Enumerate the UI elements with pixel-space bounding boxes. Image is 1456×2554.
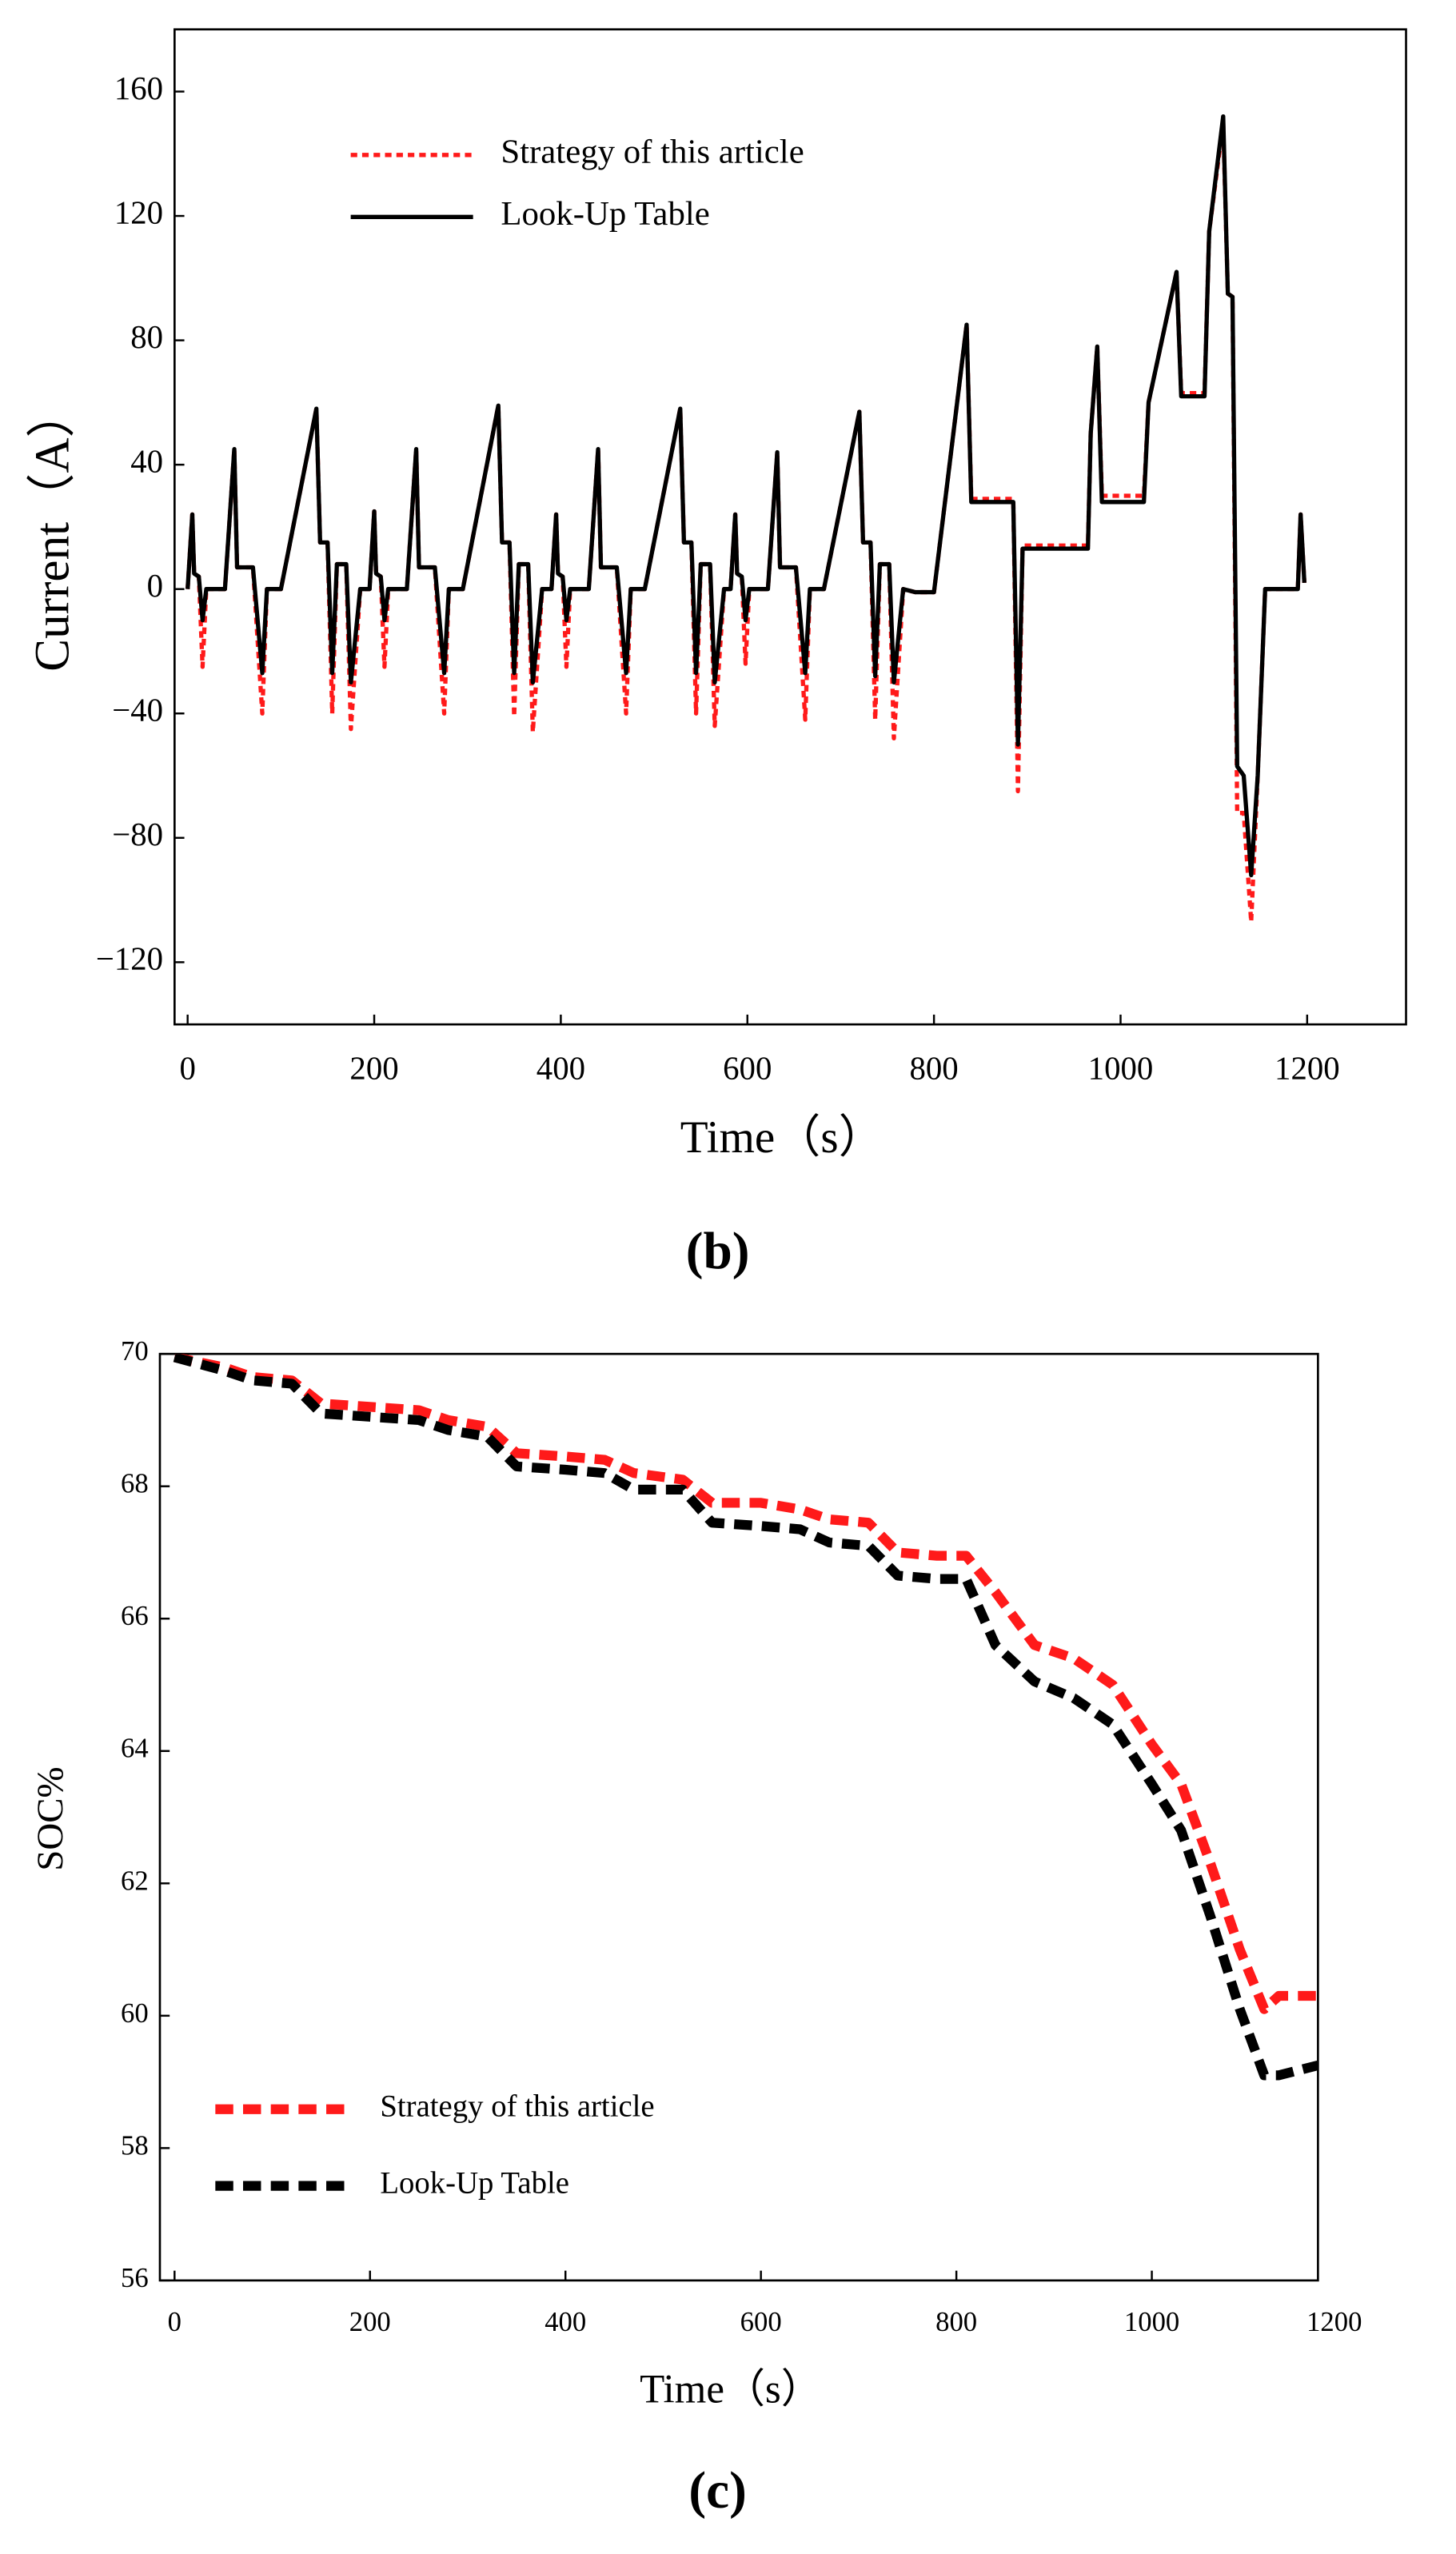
x-tick-label: 600 [723, 1051, 772, 1087]
x-axis-title: Time（s） [680, 1112, 884, 1163]
panel-label: (c) [688, 2462, 746, 2520]
x-tick-label: 400 [537, 1051, 585, 1087]
x-tick-label: 1200 [1306, 2307, 1362, 2337]
y-tick-label: 70 [121, 1336, 149, 1367]
x-tick-label: 0 [168, 2307, 182, 2337]
legend-label: Look-Up Table [380, 2165, 569, 2200]
x-tick-label: 600 [740, 2307, 782, 2337]
y-tick-label: −40 [112, 692, 163, 728]
y-tick-label: 160 [114, 70, 163, 106]
y-tick-label: 40 [130, 443, 163, 479]
y-tick-label: 58 [121, 2130, 149, 2161]
y-tick-label: 62 [121, 1866, 149, 1896]
legend-label: Strategy of this article [501, 134, 804, 171]
y-tick-label: 80 [130, 319, 163, 355]
x-tick-label: 800 [935, 2307, 977, 2337]
y-axis-title: Current（A） [26, 389, 80, 671]
x-tick-label: 1200 [1274, 1051, 1340, 1087]
legend-label: Look-Up Table [501, 195, 709, 233]
legend-label: Strategy of this article [380, 2089, 654, 2124]
y-axis-title: SOC% [30, 1766, 71, 1870]
y-tick-label: 120 [114, 194, 163, 230]
x-tick-label: 1000 [1124, 2307, 1179, 2337]
x-tick-label: 200 [349, 1051, 398, 1087]
series-line [185, 120, 1306, 924]
series-line [185, 114, 1306, 878]
x-tick-label: 200 [349, 2307, 391, 2337]
x-axis-title: Time（s） [640, 2367, 822, 2412]
series-line [173, 1354, 1318, 2081]
y-tick-label: 64 [121, 1734, 149, 1764]
plot-frame [174, 28, 1407, 1026]
y-tick-label: 68 [121, 1469, 149, 1499]
x-tick-label: 1000 [1088, 1051, 1154, 1087]
panel-label: (b) [686, 1223, 750, 1280]
y-tick-label: 56 [121, 2263, 149, 2293]
x-tick-label: 400 [545, 2307, 586, 2337]
series-line [174, 1354, 1318, 2014]
x-tick-label: 800 [910, 1051, 959, 1087]
x-tick-label: 0 [179, 1051, 195, 1087]
plot-frame [158, 1352, 1319, 2282]
y-tick-label: −80 [112, 816, 163, 852]
y-tick-label: 66 [121, 1601, 149, 1631]
y-tick-label: 60 [121, 1998, 149, 2029]
y-tick-label: −120 [96, 941, 163, 977]
y-tick-label: 0 [147, 568, 163, 604]
